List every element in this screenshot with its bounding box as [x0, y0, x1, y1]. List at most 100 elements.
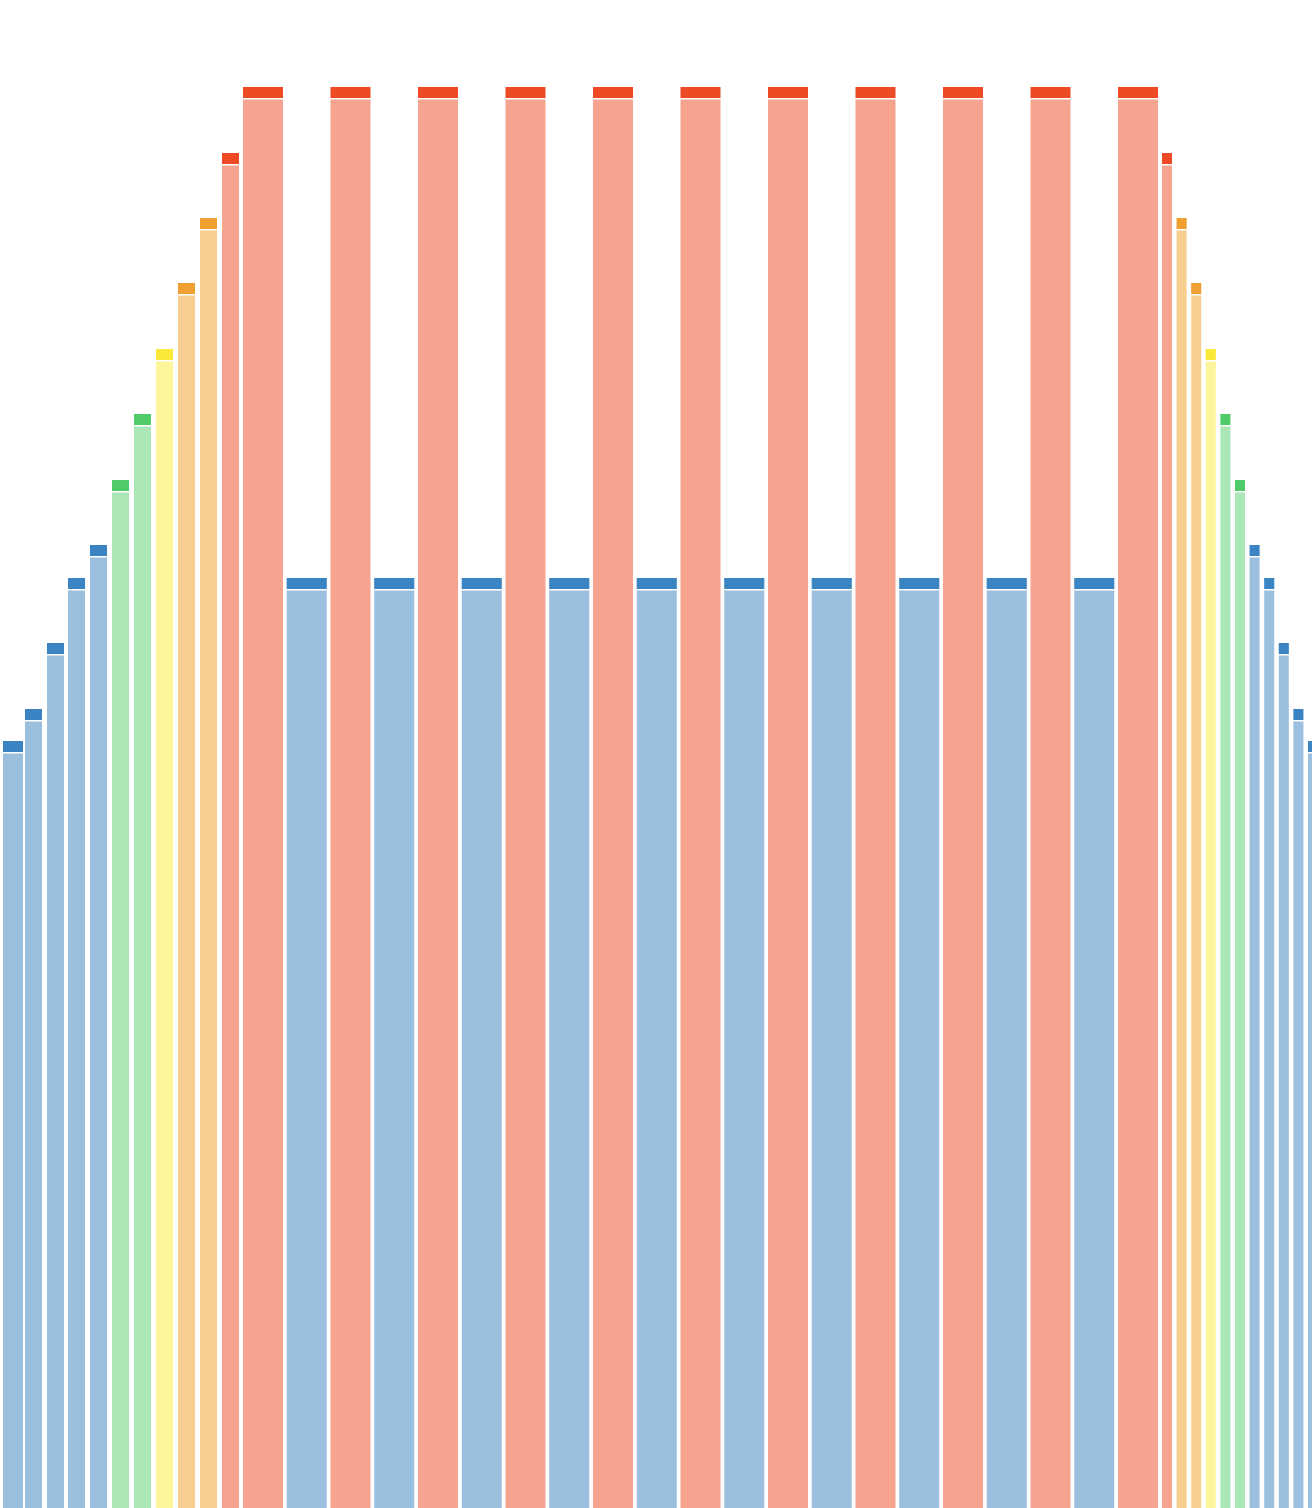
bar — [286, 578, 327, 1508]
bar-cap-gap — [156, 360, 173, 362]
bar — [1220, 414, 1231, 1508]
bar-cap-gap — [3, 752, 23, 754]
bar — [1308, 741, 1312, 1508]
bar-cap — [986, 578, 1027, 589]
bar-cap — [1176, 218, 1187, 229]
bar — [1162, 153, 1172, 1508]
bar — [25, 709, 42, 1508]
bar-cap — [243, 87, 283, 98]
bar — [1205, 349, 1216, 1508]
bar — [1293, 709, 1304, 1508]
bar — [156, 349, 173, 1508]
bar-cap — [899, 578, 940, 589]
bar-cap-gap — [1191, 294, 1202, 296]
bar — [112, 480, 129, 1508]
bar-cap-gap — [1264, 589, 1275, 591]
bar — [636, 578, 677, 1508]
bar — [200, 218, 217, 1508]
bar — [986, 578, 1027, 1508]
bar-cap-gap — [1220, 425, 1231, 427]
bar-cap-gap — [461, 589, 502, 591]
bar-cap-gap — [200, 229, 217, 231]
bar-cap — [768, 87, 808, 98]
bar — [505, 87, 546, 1508]
bar-cap — [1205, 349, 1216, 360]
bar — [1176, 218, 1187, 1508]
bar-cap — [200, 218, 217, 229]
bar — [1074, 578, 1115, 1508]
bar-cap-gap — [47, 654, 64, 656]
bar — [90, 545, 107, 1508]
bar-cap — [1162, 153, 1172, 164]
bar — [1264, 578, 1275, 1508]
bar-cap — [943, 87, 983, 98]
bar-cap-gap — [549, 589, 590, 591]
bar-cap — [724, 578, 765, 589]
bar — [1118, 87, 1158, 1508]
bar-cap — [418, 87, 458, 98]
bar-cap — [1235, 480, 1245, 491]
bar-cap — [1191, 283, 1202, 294]
bar-cap — [1278, 643, 1289, 654]
bar — [943, 87, 983, 1508]
bar — [47, 643, 64, 1508]
bar — [680, 87, 721, 1508]
bar-cap — [68, 578, 85, 589]
bar-cap — [90, 545, 107, 556]
bar-cap-gap — [1293, 720, 1304, 722]
bar-cap-gap — [1308, 752, 1312, 754]
bar-cap — [855, 87, 896, 98]
bar-cap-gap — [374, 589, 415, 591]
bar — [68, 578, 85, 1508]
bar-cap-gap — [178, 294, 195, 296]
bar-cap — [1264, 578, 1275, 589]
bar-cap-gap — [505, 98, 546, 100]
bar — [3, 741, 23, 1508]
bar-cap-gap — [222, 164, 239, 166]
bar-cap — [156, 349, 173, 360]
bar — [855, 87, 896, 1508]
bar-cap-gap — [1118, 98, 1158, 100]
bar-cap — [1220, 414, 1231, 425]
bar-cap-gap — [25, 720, 42, 722]
bar — [374, 578, 415, 1508]
bar-cap-gap — [1074, 589, 1115, 591]
bar-cap-gap — [1278, 654, 1289, 656]
bar — [178, 283, 195, 1508]
bar-cap — [549, 578, 590, 589]
bar-cap — [330, 87, 371, 98]
bar-cap — [1308, 741, 1312, 752]
bar-cap-gap — [418, 98, 458, 100]
bar-cap — [178, 283, 195, 294]
bar — [768, 87, 808, 1508]
bar-cap-gap — [1235, 491, 1245, 493]
bar-cap — [47, 643, 64, 654]
bar-cap-gap — [1162, 164, 1172, 166]
bar — [461, 578, 502, 1508]
bar-cap-gap — [811, 589, 852, 591]
bar-cap — [1249, 545, 1260, 556]
bar-cap-gap — [1249, 556, 1260, 558]
bar-cap-gap — [330, 98, 371, 100]
bar-cap — [680, 87, 721, 98]
bar-cap-gap — [986, 589, 1027, 591]
bar-cap-gap — [112, 491, 129, 493]
bar-cap — [461, 578, 502, 589]
bar — [1249, 545, 1260, 1508]
bar — [899, 578, 940, 1508]
bar-cap-gap — [724, 589, 765, 591]
bar-cap-gap — [1030, 98, 1071, 100]
bar — [1235, 480, 1245, 1508]
bar — [549, 578, 590, 1508]
bar-cap — [134, 414, 151, 425]
bar-cap-gap — [243, 98, 283, 100]
bar-cap — [112, 480, 129, 491]
bar-cap — [3, 741, 23, 752]
bar-cap — [811, 578, 852, 589]
bar — [243, 87, 283, 1508]
bar-cap — [222, 153, 239, 164]
bar-cap-gap — [286, 589, 327, 591]
bar-cap — [25, 709, 42, 720]
bar — [418, 87, 458, 1508]
